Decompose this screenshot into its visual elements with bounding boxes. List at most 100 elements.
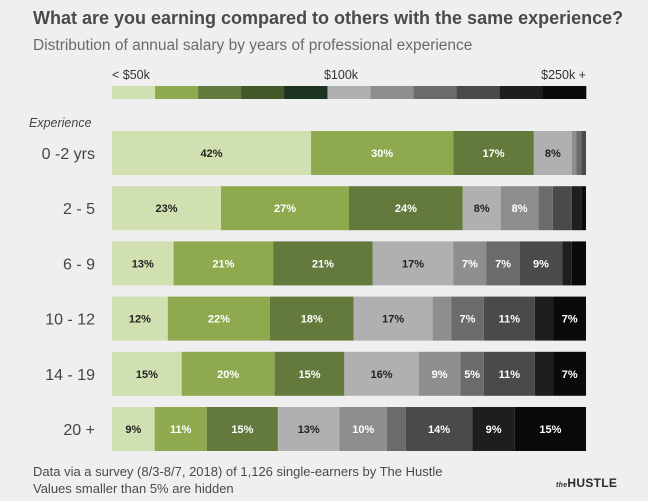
- data-label: 5%: [464, 369, 480, 381]
- data-label: 42%: [201, 148, 223, 160]
- bar-segment: [538, 186, 553, 231]
- bar-segment: [173, 241, 274, 286]
- bar-segment: [553, 351, 586, 396]
- data-label: 10%: [352, 424, 374, 436]
- bar-segment: [483, 351, 535, 396]
- data-label: 17%: [402, 258, 424, 270]
- data-label: 8%: [512, 203, 528, 215]
- category-label: 20 +: [63, 422, 95, 439]
- bar-segment: [270, 296, 354, 341]
- bar-segment: [432, 296, 452, 341]
- data-label: 9%: [486, 424, 502, 436]
- bar-segment: [112, 241, 174, 286]
- bar-segment: [277, 407, 340, 451]
- bar-segment: [386, 407, 406, 451]
- data-label: 30%: [371, 148, 393, 160]
- bar-segment: [571, 186, 582, 231]
- data-label: 13%: [132, 258, 154, 270]
- scale-swatch: [284, 86, 328, 99]
- data-label: 12%: [129, 314, 151, 326]
- category-label: 2 - 5: [63, 201, 95, 218]
- scale-swatch: [112, 86, 156, 99]
- data-label: 18%: [301, 314, 323, 326]
- bar-segment: [534, 351, 554, 396]
- data-label: 22%: [208, 314, 230, 326]
- bar-segment: [112, 131, 312, 175]
- scale-swatch: [370, 86, 414, 99]
- data-label: 15%: [231, 424, 253, 436]
- bar-segment: [405, 407, 473, 451]
- bar-segment: [486, 241, 520, 286]
- data-label: 23%: [155, 203, 177, 215]
- bar-segment: [221, 186, 349, 231]
- bar-segment: [519, 241, 563, 286]
- y-axis-title: Experience: [29, 116, 92, 130]
- bar-segment: [571, 241, 586, 286]
- scale-swatch: [327, 86, 371, 99]
- scale-swatch: [198, 86, 242, 99]
- bar-segment: [534, 296, 554, 341]
- source-note: Data via a survey (8/3-8/7, 2018) of 1,1…: [33, 464, 443, 479]
- bar-segment: [273, 241, 373, 286]
- data-label: 8%: [474, 203, 490, 215]
- category-label: 14 - 19: [45, 367, 95, 384]
- scale-swatch: [456, 86, 501, 99]
- bar-segment: [353, 296, 433, 341]
- data-label: 11%: [499, 369, 521, 381]
- bar-segment: [112, 186, 222, 231]
- category-label: 0 -2 yrs: [42, 146, 95, 163]
- bar-segment: [154, 407, 207, 451]
- bar-segment: [274, 351, 345, 396]
- bar-segment: [372, 241, 454, 286]
- bar-segment: [576, 131, 582, 175]
- data-label: 7%: [562, 369, 578, 381]
- data-label: 15%: [539, 424, 561, 436]
- bar-segment: [167, 296, 270, 341]
- bar-segment: [112, 296, 168, 341]
- bar-segment: [562, 241, 572, 286]
- category-label: 10 - 12: [45, 312, 95, 329]
- bar-segment: [344, 351, 419, 396]
- scale-swatch: [155, 86, 199, 99]
- bar-segment: [453, 241, 487, 286]
- bar-segment: [418, 351, 461, 396]
- data-label: 15%: [136, 369, 158, 381]
- bar-segment: [514, 407, 586, 451]
- data-label: 27%: [274, 203, 296, 215]
- bar-segment: [483, 296, 535, 341]
- data-label: 20%: [217, 369, 239, 381]
- scale-swatch: [499, 86, 544, 99]
- bar-segment: [451, 296, 484, 341]
- data-label: 9%: [432, 369, 448, 381]
- data-label: 15%: [298, 369, 320, 381]
- data-label: 9%: [125, 424, 141, 436]
- data-label: 8%: [545, 148, 561, 160]
- bar-segment: [349, 186, 463, 231]
- scale-label: $100k: [324, 68, 359, 82]
- stacked-bar-chart: < $50k $100k $250k + Experience 0 -2 yrs 42% 3…: [29, 68, 587, 451]
- data-label: 17%: [382, 314, 404, 326]
- scale-swatch: [413, 86, 458, 99]
- bar-segment: [181, 351, 275, 396]
- data-label: 21%: [212, 258, 234, 270]
- threshold-note: Values smaller than 5% are hidden: [33, 481, 234, 496]
- bar-segment: [500, 186, 539, 231]
- bar-segment: [112, 407, 155, 451]
- bar-segment: [460, 351, 484, 396]
- bar-segment: [571, 131, 577, 175]
- scale-label: < $50k: [112, 68, 151, 82]
- data-label: 7%: [562, 314, 578, 326]
- data-label: 11%: [170, 424, 192, 436]
- bar-segment: [112, 351, 182, 396]
- chart-title: What are you earning compared to others …: [33, 8, 624, 28]
- bar-segment: [462, 186, 501, 231]
- bar-segment: [553, 296, 586, 341]
- data-label: 24%: [395, 203, 417, 215]
- category-label: 6 - 9: [63, 256, 95, 273]
- bar-segment: [206, 407, 278, 451]
- bar-segment: [339, 407, 387, 451]
- data-label: 9%: [533, 258, 549, 270]
- bar-segment: [581, 186, 586, 231]
- data-label: 7%: [495, 258, 511, 270]
- scale-swatch: [542, 86, 587, 99]
